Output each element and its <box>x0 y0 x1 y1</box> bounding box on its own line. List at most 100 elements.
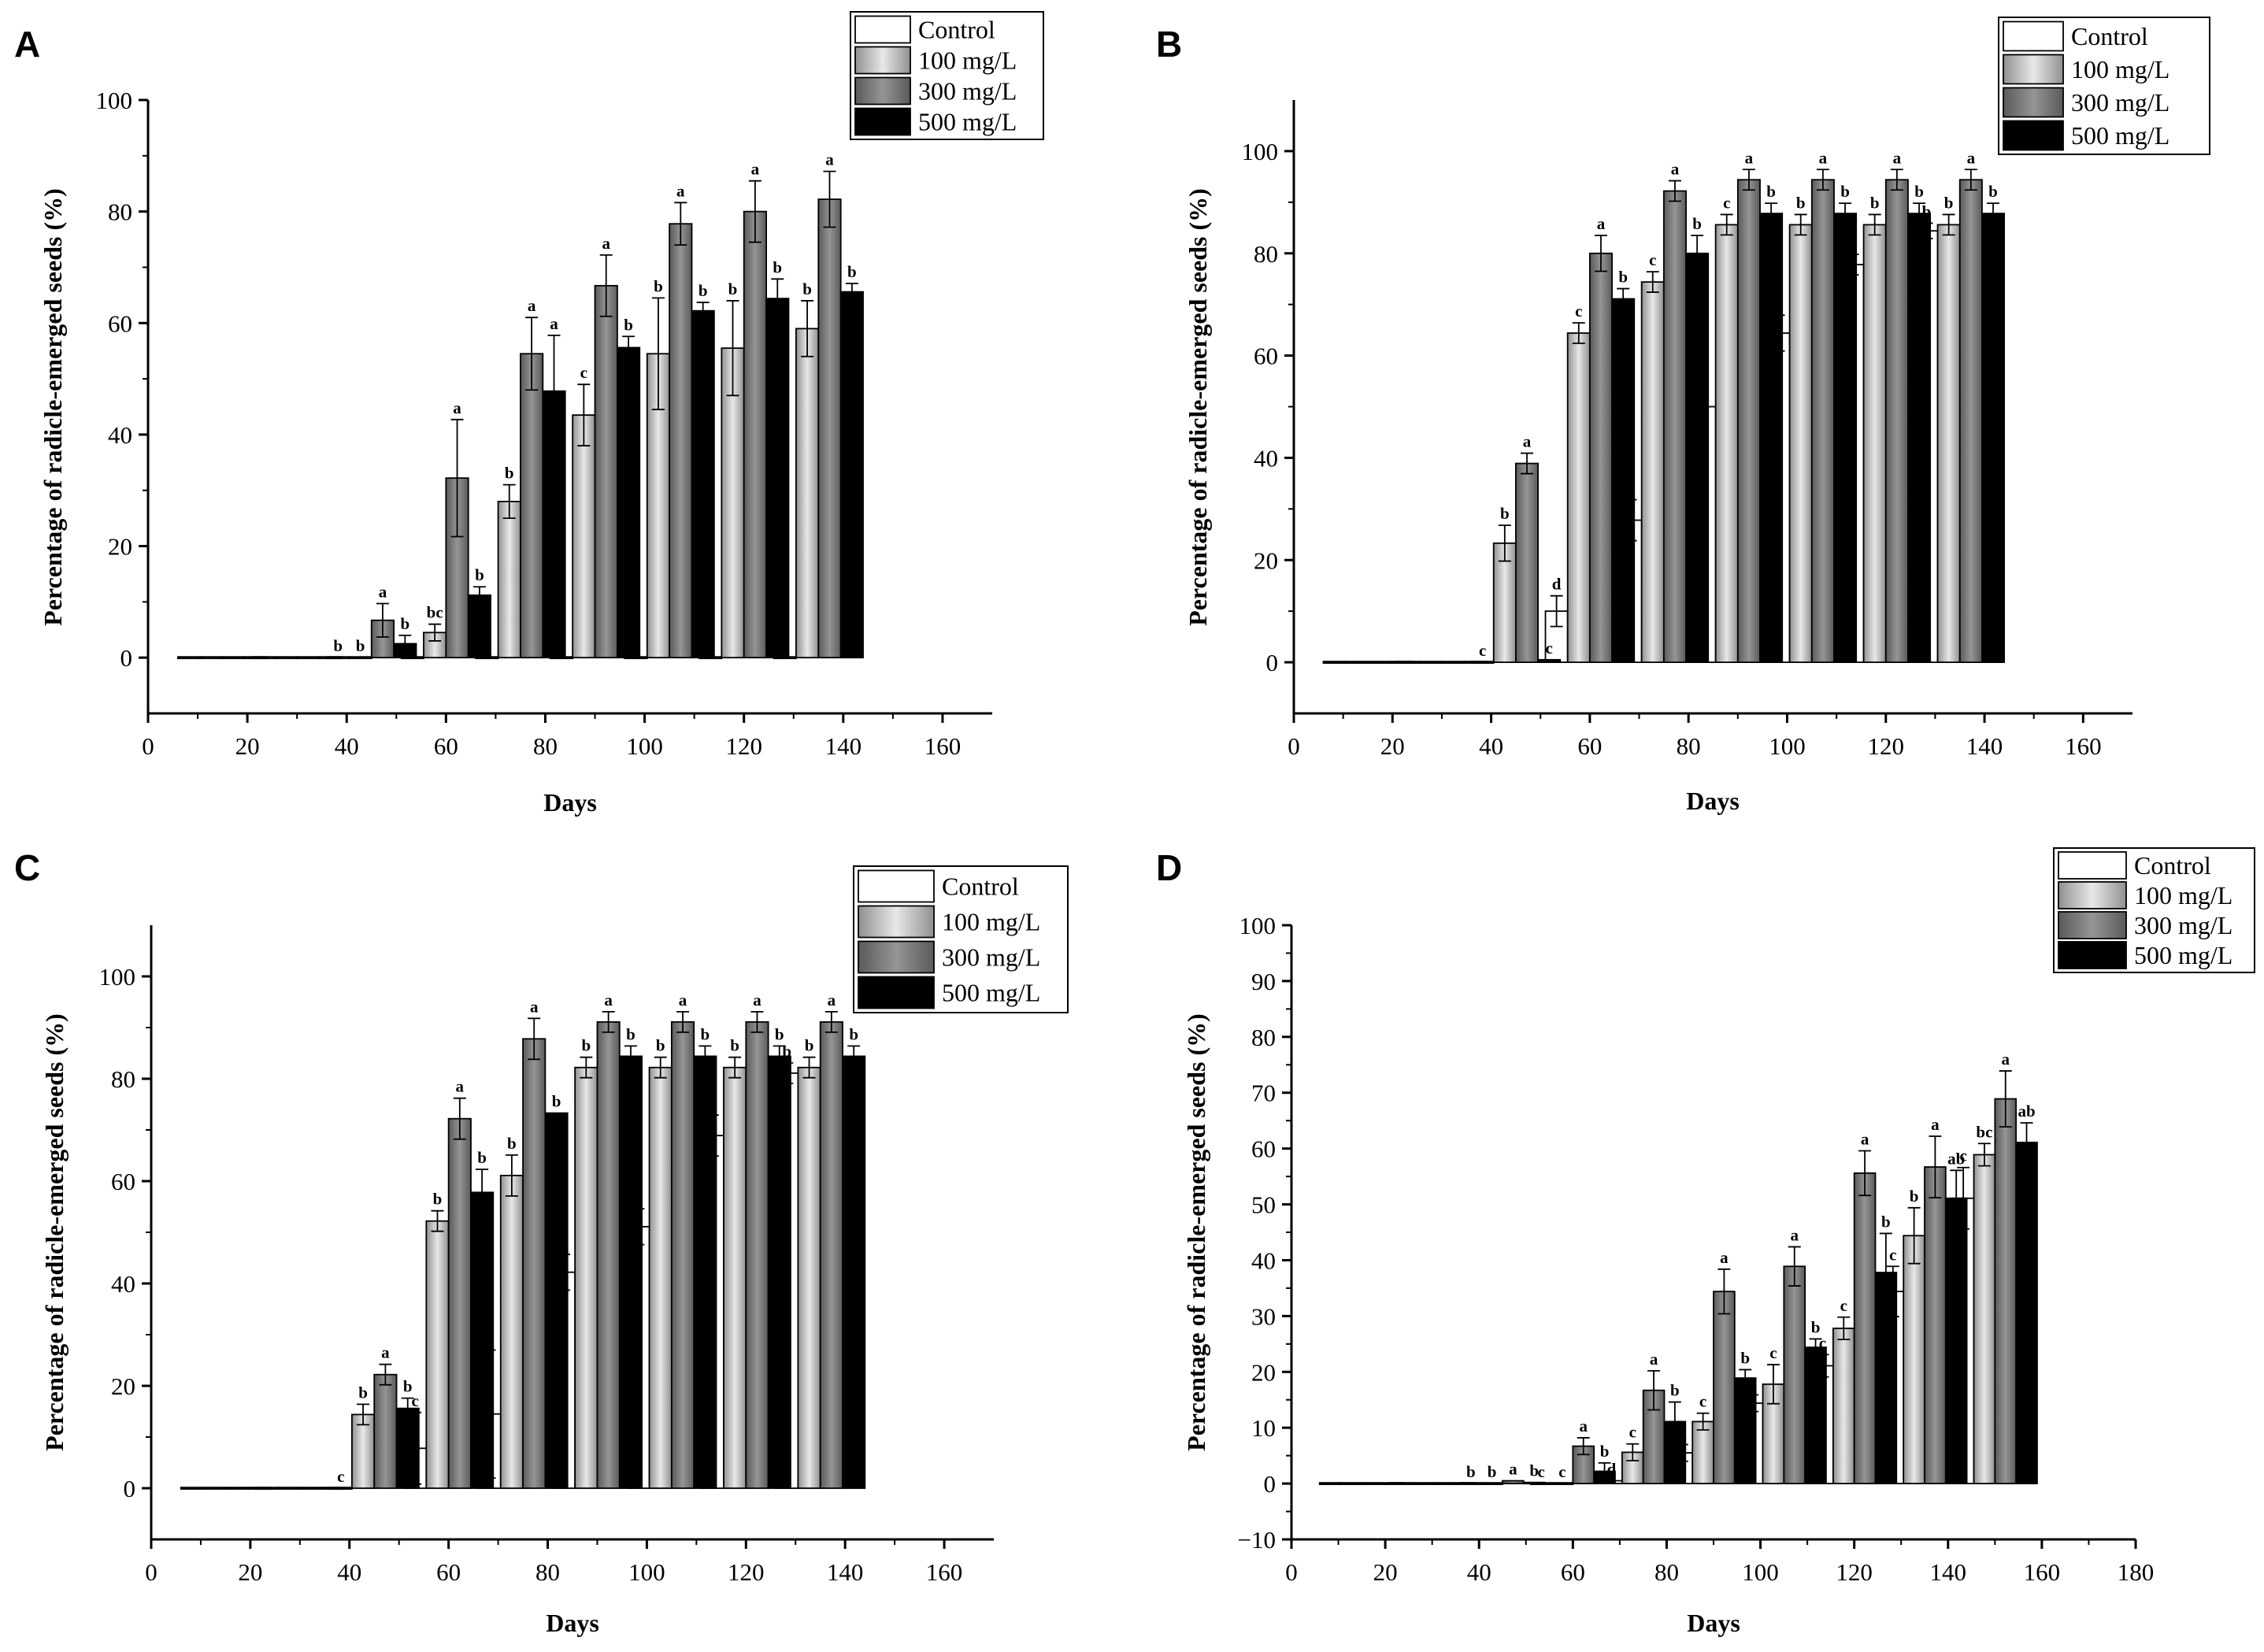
significance-label: b <box>1796 193 1806 212</box>
x-tick-label: 100 <box>628 1558 665 1586</box>
series-500-mg-l: bba bbb b <box>244 257 864 660</box>
legend-swatch <box>854 76 911 106</box>
x-tick-label: 20 <box>1380 732 1405 760</box>
significance-label: b <box>730 1036 739 1055</box>
series-300-mg-l: a a a a a a a <box>224 991 843 1490</box>
x-axis-label: Days <box>1687 1609 1740 1637</box>
x-tick-label: 80 <box>533 732 558 760</box>
legend-swatch <box>858 976 935 1009</box>
panel-C: C 0 20 40 60 80 100 0 20 40 60 80 100 120 140 160 Days Pe… <box>14 847 1069 1637</box>
bar <box>1936 224 1961 663</box>
significance-label: a <box>1523 432 1532 451</box>
panel-letter: A <box>14 24 40 65</box>
x-axis-label: Days <box>543 788 597 817</box>
significance-label: b <box>505 464 514 483</box>
legend-swatch <box>2058 941 2127 969</box>
y-tick-label: 0 <box>1264 1470 1277 1498</box>
x-tick-label: 140 <box>1966 732 2003 760</box>
bar <box>1713 1291 1736 1484</box>
legend-label: Control <box>918 16 995 44</box>
x-tick-label: 60 <box>1577 732 1602 760</box>
zero-bar <box>1340 1483 1362 1485</box>
legend-swatch <box>2003 87 2064 118</box>
significance-label: a <box>1893 148 1902 167</box>
significance-label: a <box>753 991 761 1009</box>
x-tick-label: 40 <box>1479 732 1503 760</box>
significance-label: a <box>1790 1225 1799 1244</box>
significance-label: c <box>1629 1423 1636 1442</box>
zero-bar <box>180 1488 204 1489</box>
y-tick-label: 40 <box>108 421 132 449</box>
bar <box>1994 1098 2018 1484</box>
zero-bar <box>1419 662 1442 664</box>
legend-label: 500 mg/L <box>2134 941 2233 969</box>
significance-label: a <box>1861 1129 1869 1148</box>
x-tick-label: 0 <box>1285 1558 1298 1586</box>
significance-label: b <box>1600 1442 1610 1461</box>
significance-label: c <box>1537 1462 1544 1481</box>
significance-label: b <box>1766 182 1776 201</box>
significance-label: c <box>1558 1462 1566 1481</box>
significance-label: a <box>1671 160 1680 179</box>
significance-label: ab <box>2018 1102 2035 1120</box>
significance-label: b <box>656 1036 665 1055</box>
x-tick-label: 40 <box>337 1558 361 1586</box>
y-axis-label: Percentage of radicle-emerged seeds (%) <box>1184 188 1212 626</box>
significance-label: c <box>1546 639 1553 657</box>
x-tick-label: 160 <box>926 1558 963 1586</box>
significance-label: c <box>1840 1296 1847 1315</box>
bar <box>1973 1154 1996 1484</box>
bar <box>1685 252 1710 663</box>
significance-label: b <box>1944 193 1954 212</box>
significance-label: a <box>381 1343 390 1362</box>
significance-label: b <box>400 614 409 633</box>
bar <box>743 210 767 659</box>
significance-label: b <box>475 565 484 584</box>
y-axis-label: Percentage of radicle-emerged seeds (%) <box>40 1013 69 1451</box>
zero-bar <box>225 1488 248 1489</box>
zero-bar <box>1362 1483 1384 1485</box>
bar <box>596 1020 621 1489</box>
significance-label: b <box>333 636 343 655</box>
significance-label: b <box>1840 182 1850 201</box>
significance-label: b <box>1466 1462 1476 1481</box>
legend-swatch <box>2003 120 2064 151</box>
y-tick-label: 80 <box>1251 1024 1276 1051</box>
bar <box>395 1407 420 1489</box>
significance-label: a <box>1650 1350 1658 1369</box>
zero-bar <box>550 657 573 659</box>
bar <box>1733 1377 1757 1484</box>
bar <box>693 1055 717 1489</box>
significance-label: a <box>1720 1248 1729 1267</box>
zero-bar <box>322 1488 345 1489</box>
x-tick-label: 0 <box>145 1558 157 1586</box>
significance-label: b <box>1988 182 1998 201</box>
significance-label: b <box>1500 504 1510 523</box>
bar <box>839 291 864 659</box>
x-tick-label: 120 <box>728 1558 765 1586</box>
significance-label: b <box>1910 1187 1919 1206</box>
bar <box>817 198 842 659</box>
bar <box>1903 1235 1925 1484</box>
zero-bar <box>1319 1483 1341 1485</box>
x-tick-label: 100 <box>626 732 663 760</box>
significance-label: c <box>1819 1333 1826 1352</box>
significance-label: a <box>1597 214 1606 233</box>
legend-label: Control <box>2071 22 2148 50</box>
series-300-mg-l: a a a a a a a <box>1367 148 1983 664</box>
y-tick-label: −10 <box>1238 1526 1276 1554</box>
bar <box>1884 179 1909 663</box>
legend-label: 100 mg/L <box>918 46 1017 75</box>
significance-label: c <box>1889 1245 1896 1264</box>
significance-label: bc <box>427 603 443 622</box>
bar <box>447 1117 472 1489</box>
y-tick-label: 50 <box>1251 1191 1276 1219</box>
significance-label: d <box>1552 575 1562 594</box>
y-tick-label: 0 <box>1266 649 1279 676</box>
